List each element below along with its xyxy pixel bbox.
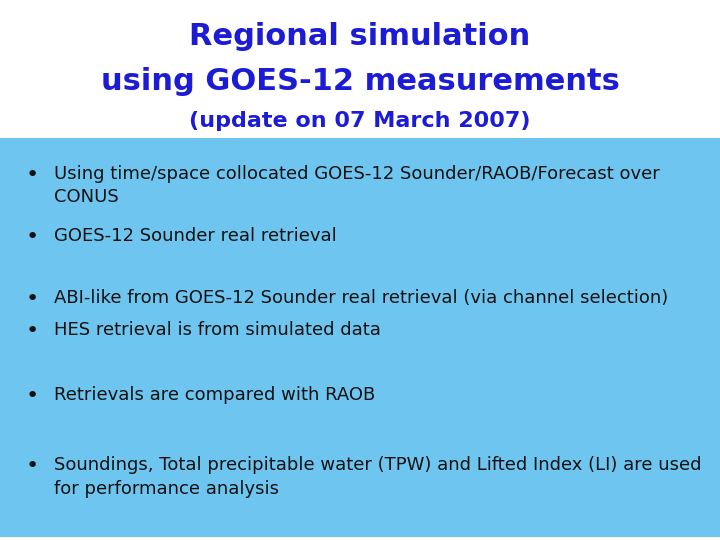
Text: Regional simulation: Regional simulation	[189, 22, 531, 51]
Text: HES retrieval is from simulated data: HES retrieval is from simulated data	[54, 321, 381, 339]
Text: •: •	[26, 227, 39, 247]
Text: Soundings, Total precipitable water (TPW) and Lifted Index (LI) are used
for per: Soundings, Total precipitable water (TPW…	[54, 456, 701, 498]
FancyBboxPatch shape	[0, 138, 720, 537]
Text: •: •	[26, 321, 39, 341]
Text: •: •	[26, 386, 39, 406]
Text: using GOES-12 measurements: using GOES-12 measurements	[101, 68, 619, 97]
Text: GOES-12 Sounder real retrieval: GOES-12 Sounder real retrieval	[54, 227, 337, 245]
Text: (update on 07 March 2007): (update on 07 March 2007)	[189, 111, 531, 131]
Text: ABI-like from GOES-12 Sounder real retrieval (via channel selection): ABI-like from GOES-12 Sounder real retri…	[54, 289, 668, 307]
Text: Using time/space collocated GOES-12 Sounder/RAOB/Forecast over
CONUS: Using time/space collocated GOES-12 Soun…	[54, 165, 660, 206]
Text: •: •	[26, 165, 39, 185]
Text: •: •	[26, 289, 39, 309]
Text: •: •	[26, 456, 39, 476]
Text: Retrievals are compared with RAOB: Retrievals are compared with RAOB	[54, 386, 375, 404]
